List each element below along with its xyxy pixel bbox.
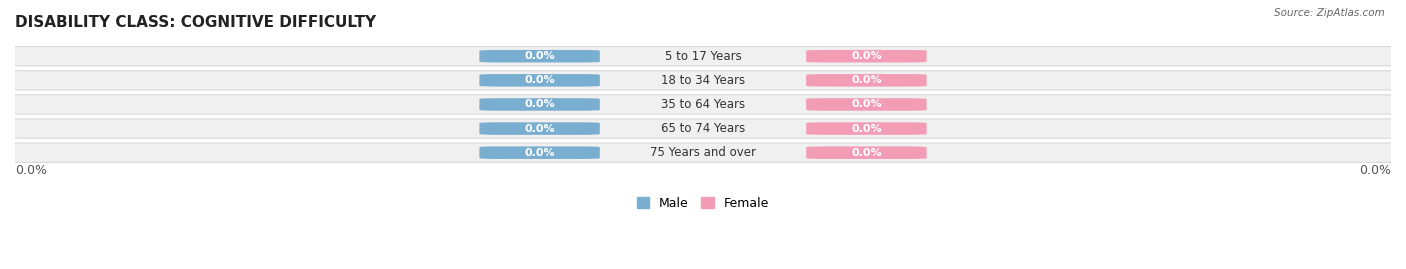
Text: 0.0%: 0.0% (851, 100, 882, 109)
Text: 0.0%: 0.0% (524, 148, 555, 158)
Text: 0.0%: 0.0% (851, 123, 882, 134)
Text: 65 to 74 Years: 65 to 74 Years (661, 122, 745, 135)
Text: 0.0%: 0.0% (524, 123, 555, 134)
Legend: Male, Female: Male, Female (631, 192, 775, 215)
FancyBboxPatch shape (806, 98, 927, 111)
FancyBboxPatch shape (479, 122, 600, 135)
FancyBboxPatch shape (806, 74, 927, 87)
Text: 0.0%: 0.0% (851, 148, 882, 158)
Text: 35 to 64 Years: 35 to 64 Years (661, 98, 745, 111)
Text: DISABILITY CLASS: COGNITIVE DIFFICULTY: DISABILITY CLASS: COGNITIVE DIFFICULTY (15, 15, 377, 30)
Text: 5 to 17 Years: 5 to 17 Years (665, 50, 741, 63)
Text: 0.0%: 0.0% (1360, 164, 1391, 176)
Text: 75 Years and over: 75 Years and over (650, 146, 756, 159)
Text: 0.0%: 0.0% (851, 51, 882, 61)
FancyBboxPatch shape (479, 74, 600, 87)
FancyBboxPatch shape (0, 119, 1406, 138)
Text: 0.0%: 0.0% (15, 164, 46, 176)
Text: 0.0%: 0.0% (524, 51, 555, 61)
FancyBboxPatch shape (479, 146, 600, 159)
FancyBboxPatch shape (806, 50, 927, 62)
FancyBboxPatch shape (0, 47, 1406, 66)
Text: 0.0%: 0.0% (524, 75, 555, 85)
Text: 18 to 34 Years: 18 to 34 Years (661, 74, 745, 87)
FancyBboxPatch shape (0, 143, 1406, 162)
FancyBboxPatch shape (806, 146, 927, 159)
FancyBboxPatch shape (806, 122, 927, 135)
FancyBboxPatch shape (0, 95, 1406, 114)
FancyBboxPatch shape (479, 98, 600, 111)
Text: 0.0%: 0.0% (524, 100, 555, 109)
Text: Source: ZipAtlas.com: Source: ZipAtlas.com (1274, 8, 1385, 18)
FancyBboxPatch shape (0, 71, 1406, 90)
FancyBboxPatch shape (479, 50, 600, 62)
Text: 0.0%: 0.0% (851, 75, 882, 85)
